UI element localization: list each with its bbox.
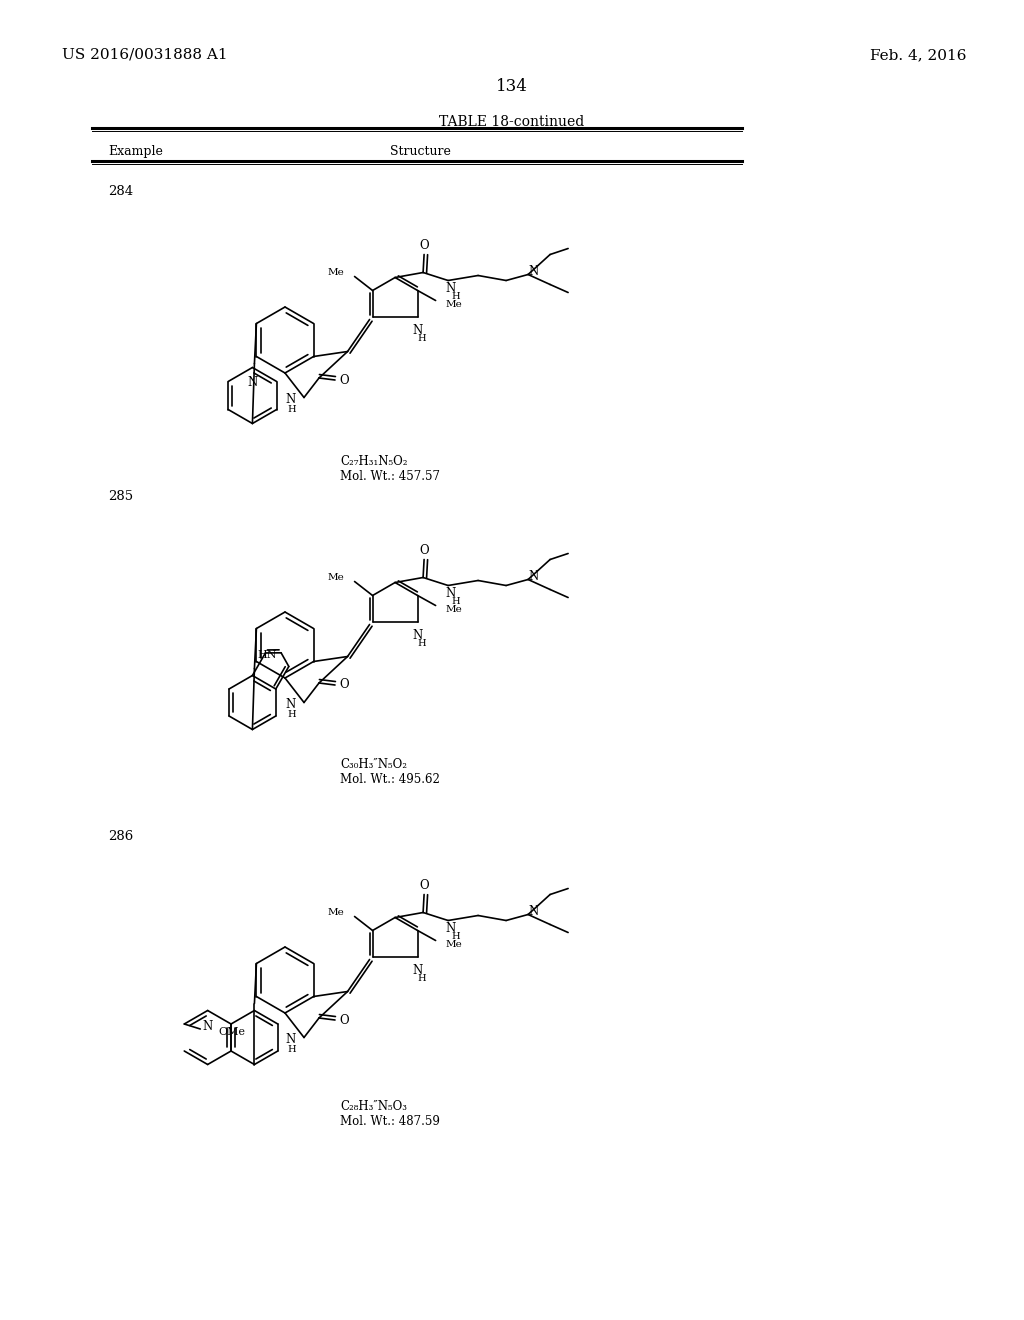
Text: O: O	[339, 1014, 349, 1027]
Text: Me: Me	[445, 940, 463, 949]
Text: N: N	[445, 282, 456, 294]
Text: H: H	[288, 1045, 296, 1053]
Text: Structure: Structure	[389, 145, 451, 158]
Text: Mol. Wt.: 487.59: Mol. Wt.: 487.59	[340, 1115, 440, 1129]
Text: N: N	[528, 570, 539, 583]
Text: O: O	[339, 374, 349, 387]
Text: N: N	[413, 630, 423, 642]
Text: H: H	[418, 974, 426, 983]
Text: N: N	[248, 376, 258, 389]
Text: H: H	[452, 597, 461, 606]
Text: N: N	[528, 265, 539, 279]
Text: N: N	[528, 906, 539, 917]
Text: N: N	[286, 1034, 296, 1045]
Text: N: N	[445, 921, 456, 935]
Text: 284: 284	[108, 185, 133, 198]
Text: H: H	[288, 710, 296, 719]
Text: C₂₇H₃₁N₅O₂: C₂₇H₃₁N₅O₂	[340, 455, 408, 469]
Text: Mol. Wt.: 495.62: Mol. Wt.: 495.62	[340, 774, 440, 785]
Text: N: N	[413, 964, 423, 977]
Text: O: O	[339, 678, 349, 692]
Text: H: H	[452, 292, 461, 301]
Text: Me: Me	[328, 268, 345, 277]
Text: H: H	[288, 405, 296, 414]
Text: Me: Me	[445, 300, 463, 309]
Text: HN: HN	[257, 649, 276, 660]
Text: OMe: OMe	[218, 1027, 246, 1038]
Text: O: O	[419, 239, 429, 252]
Text: N: N	[445, 587, 456, 601]
Text: Me: Me	[445, 605, 463, 614]
Text: Feb. 4, 2016: Feb. 4, 2016	[870, 48, 967, 62]
Text: O: O	[419, 544, 429, 557]
Text: Mol. Wt.: 457.57: Mol. Wt.: 457.57	[340, 470, 440, 483]
Text: TABLE 18-continued: TABLE 18-continued	[439, 115, 585, 129]
Text: N: N	[286, 698, 296, 711]
Text: Example: Example	[108, 145, 163, 158]
Text: H: H	[452, 932, 461, 941]
Text: O: O	[419, 879, 429, 892]
Text: H: H	[418, 334, 426, 343]
Text: H: H	[418, 639, 426, 648]
Text: 285: 285	[108, 490, 133, 503]
Text: 134: 134	[496, 78, 528, 95]
Text: Me: Me	[328, 908, 345, 917]
Text: N: N	[413, 323, 423, 337]
Text: N: N	[203, 1019, 213, 1032]
Text: C₃₀H₃″N₅O₂: C₃₀H₃″N₅O₂	[340, 758, 407, 771]
Text: C₂₈H₃″N₅O₃: C₂₈H₃″N₅O₃	[340, 1100, 407, 1113]
Text: 286: 286	[108, 830, 133, 843]
Text: US 2016/0031888 A1: US 2016/0031888 A1	[62, 48, 227, 62]
Text: N: N	[286, 393, 296, 407]
Text: Me: Me	[328, 573, 345, 582]
